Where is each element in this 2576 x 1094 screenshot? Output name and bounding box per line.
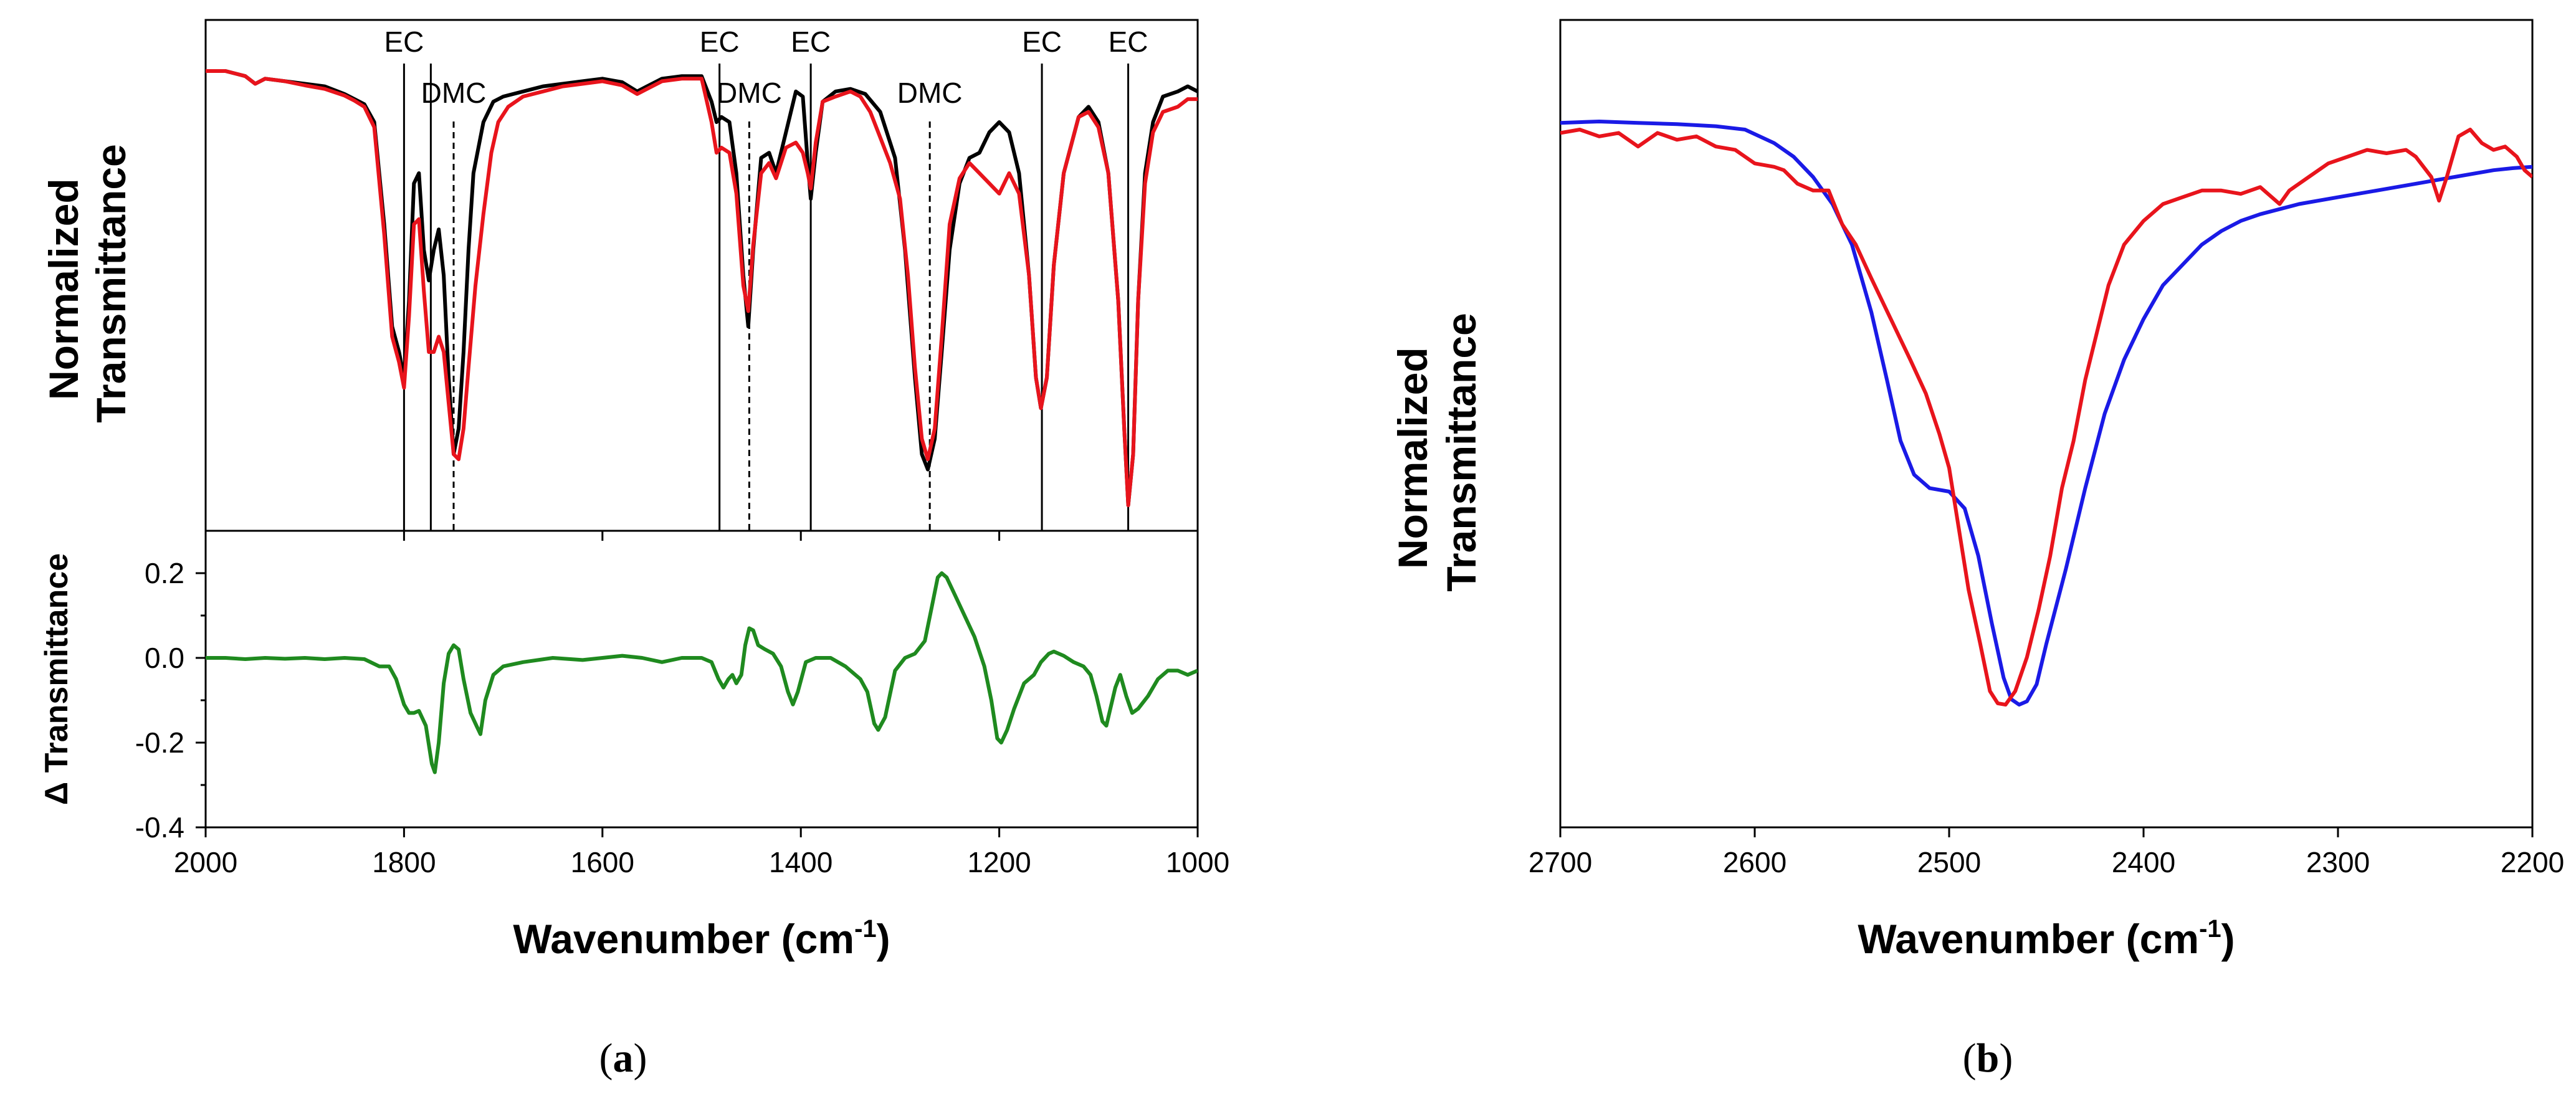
panel-b-xlabel: Wavenumber (cm-1) (1858, 915, 2235, 962)
a-xtick-label-4: 1200 (967, 846, 1031, 878)
panel-b-frame (1559, 19, 2534, 829)
b-xtick-label-0: 2700 (1529, 846, 1592, 878)
panel-b-xlabel-sup: -1 (2199, 915, 2221, 943)
panel-a-ylabel-line2: Transmittance (88, 144, 134, 423)
series-a-top-red (206, 69, 1198, 507)
panel-a-xlabel-sup: -1 (854, 915, 877, 943)
peak-label-3: EC (700, 26, 740, 58)
panel-a-peak-annotations: EC DMC EC DMC EC DMC EC EC (384, 26, 1148, 531)
b-xtick-label-4: 2300 (2306, 846, 2370, 878)
panel-b: 2700 2600 2500 2400 2300 2200 Normalized Tran… (1390, 19, 2564, 1081)
panel-a-xlabel: Wavenumber (cm-1) (513, 915, 890, 962)
panel-b-ylabel-line2: Transmittance (1438, 313, 1484, 592)
panel-a-ylabel-bottom: Δ Transmittance (39, 553, 75, 805)
a-ytick-label-1: -0.2 (135, 726, 184, 759)
series-a-bottom-difference (206, 571, 1198, 774)
panel-a-ylabel-line1: Normalized (41, 178, 87, 400)
panel-b-caption-letter: b (1977, 1035, 2000, 1081)
a-xtick-label-3: 1400 (769, 846, 832, 878)
a-xtick-label-5: 1000 (1166, 846, 1229, 878)
a-xtick-label-2: 1600 (571, 846, 634, 878)
peak-label-7: EC (1022, 26, 1062, 58)
panel-b-xlabel-main: Wavenumber (cm (1858, 916, 2199, 962)
panel-b-series (1560, 120, 2532, 707)
peak-label-8: EC (1109, 26, 1148, 58)
panel-a-bottom-frame (204, 530, 1199, 829)
b-xtick-label-1: 2600 (1723, 846, 1787, 878)
panel-a-ylabel-top: Normalized Transmittance (41, 144, 134, 423)
panel-a-bottom-series (206, 571, 1198, 774)
a-ytick-label-2: 0.0 (145, 642, 184, 674)
panel-a-x-ticks: 2000 1800 1600 1400 1200 1000 (174, 531, 1229, 878)
panel-a-xlabel-close: ) (877, 916, 890, 962)
panel-a-y-ticks: -0.4 -0.2 0.0 0.2 (135, 557, 206, 844)
b-xtick-label-3: 2400 (2112, 846, 2175, 878)
series-b-red (1560, 128, 2532, 707)
a-ytick-label-3: 0.2 (145, 557, 184, 589)
panel-a-caption-letter: a (613, 1035, 634, 1081)
peak-label-0: EC (384, 26, 424, 58)
panel-b-caption: (b) (1963, 1035, 2013, 1081)
peak-label-6: DMC (897, 77, 963, 109)
b-xtick-label-5: 2200 (2501, 846, 2564, 878)
a-ytick-label-0: -0.4 (135, 811, 184, 844)
panel-a-xlabel-main: Wavenumber (cm (513, 916, 854, 962)
series-b-blue (1560, 120, 2532, 707)
peak-label-4: DMC (717, 77, 782, 109)
panel-b-xlabel-close: ) (2221, 916, 2235, 962)
a-xtick-label-0: 2000 (174, 846, 237, 878)
panel-a-top-series (206, 69, 1198, 507)
panel-b-ylabel-line1: Normalized (1390, 347, 1436, 569)
panel-a-caption: (a) (599, 1035, 647, 1081)
panel-b-ylabel: Normalized Transmittance (1390, 313, 1484, 592)
series-a-top-black (206, 69, 1198, 507)
peak-label-5: EC (791, 26, 831, 58)
panel-a-top-frame (204, 19, 1199, 532)
panel-b-x-ticks: 2700 2600 2500 2400 2300 2200 (1529, 827, 2564, 878)
a-xtick-label-1: 1800 (372, 846, 436, 878)
peak-label-2: DMC (421, 77, 487, 109)
panel-a: EC DMC EC DMC EC DMC EC EC 2000 1800 1600 1400 1200… (39, 19, 1229, 1081)
b-xtick-label-2: 2500 (1917, 846, 1981, 878)
